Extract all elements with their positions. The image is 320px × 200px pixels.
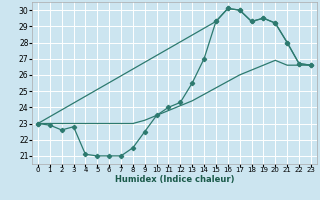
X-axis label: Humidex (Indice chaleur): Humidex (Indice chaleur)	[115, 175, 234, 184]
